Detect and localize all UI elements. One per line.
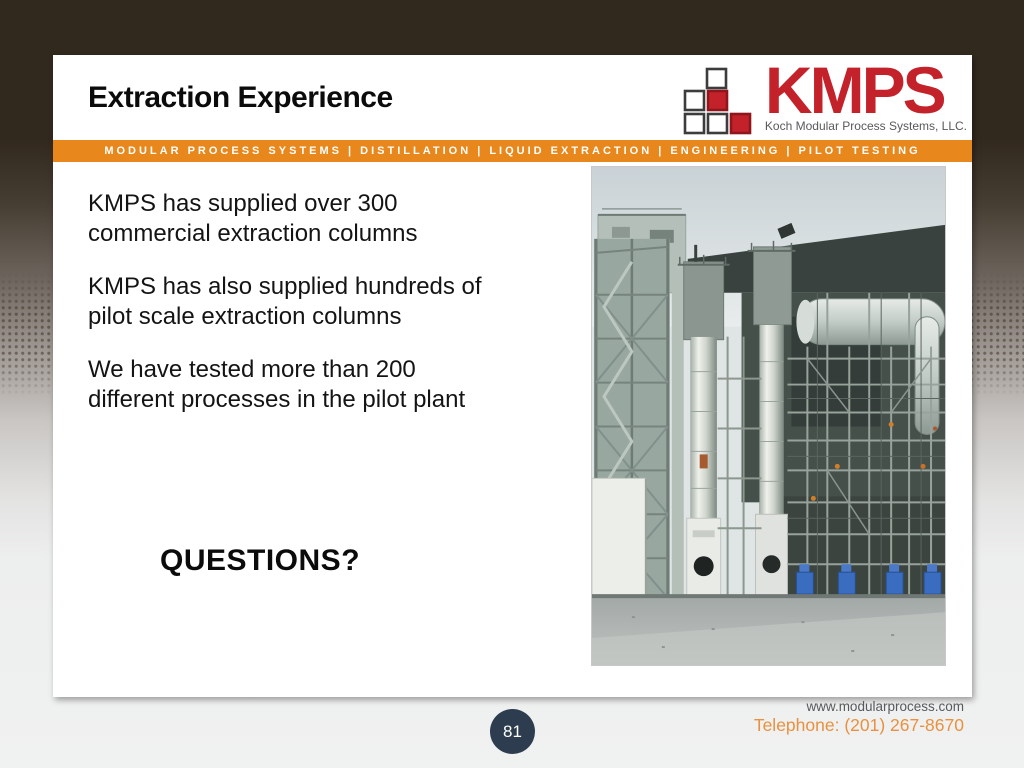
page-number-badge: 81 <box>490 709 535 754</box>
plant-photo <box>591 166 946 666</box>
kmps-logo: KMPS Koch Modular Process Systems, LLC. <box>680 53 967 143</box>
footer-contact: www.modularprocess.com Telephone: (201) … <box>754 699 964 736</box>
website-text: www.modularprocess.com <box>806 699 964 714</box>
plant-photo-graphic <box>592 167 945 665</box>
telephone-text: Telephone: (201) 267-8670 <box>753 715 964 735</box>
kmps-tagline: Koch Modular Process Systems, LLC. <box>764 119 967 134</box>
kmps-squares-icon <box>680 66 758 143</box>
slide-canvas: Extraction Experience KMPS Koch Modular … <box>53 55 972 697</box>
bullet-3: We have tested more than 200 different p… <box>88 356 466 413</box>
slide-title: Extraction Experience <box>88 81 393 114</box>
kmps-logo-text: KMPS Koch Modular Process Systems, LLC. <box>764 53 967 134</box>
kmps-wordmark: KMPS <box>764 53 947 127</box>
bullet-2: KMPS has also supplied hundreds of pilot… <box>88 273 482 330</box>
bullet-1: KMPS has supplied over 300 commercial ex… <box>88 190 418 247</box>
body-text: KMPS has supplied over 300 commercial ex… <box>88 189 483 438</box>
questions-heading: QUESTIONS? <box>160 544 361 577</box>
page-number: 81 <box>503 721 522 741</box>
services-banner: MODULAR PROCESS SYSTEMS | DISTILLATION |… <box>53 140 972 162</box>
services-banner-text: MODULAR PROCESS SYSTEMS | DISTILLATION |… <box>104 145 921 157</box>
